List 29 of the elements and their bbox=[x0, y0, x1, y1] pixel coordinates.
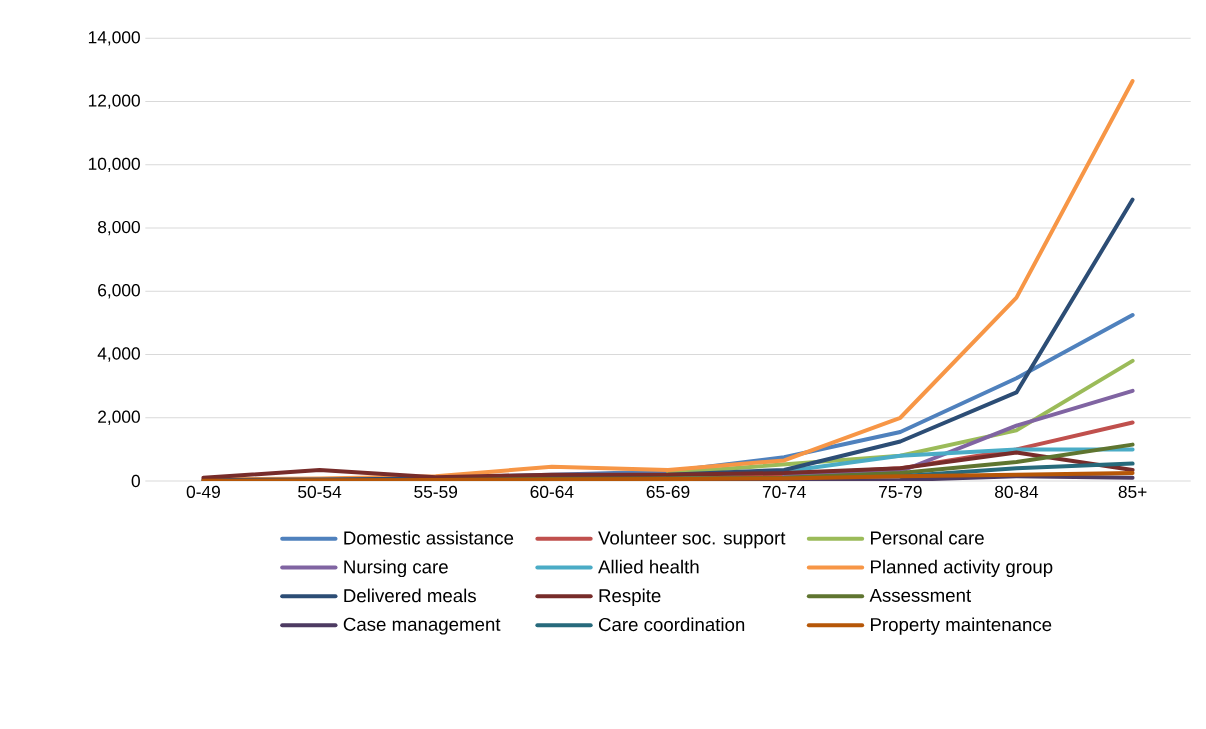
x-tick-label: 70-74 bbox=[762, 485, 806, 498]
legend-label: Care coordination bbox=[598, 617, 745, 632]
legend-label: Case management bbox=[343, 617, 501, 635]
legend-label: Allied health bbox=[598, 559, 699, 574]
y-tick-label: 8,000 bbox=[98, 220, 140, 236]
legend-label: Respite bbox=[599, 588, 661, 606]
x-tick-label: 75-79 bbox=[879, 485, 922, 498]
x-tick-label: 65-69 bbox=[646, 485, 690, 498]
legend-label: Assessment bbox=[869, 588, 972, 602]
legend-label: Planned activity group bbox=[871, 559, 1053, 578]
y-tick-label: 6,000 bbox=[98, 284, 140, 299]
y-tick-label: 2,000 bbox=[98, 410, 140, 425]
y-tick-label: 12,000 bbox=[88, 94, 140, 109]
y-tick-label: 4,000 bbox=[97, 347, 140, 362]
legend-label: Domestic assistance bbox=[344, 530, 514, 545]
legend-label: Nursing care bbox=[344, 559, 448, 578]
x-tick-label: 50-54 bbox=[298, 485, 342, 498]
legend-label: Property maintenance bbox=[871, 617, 1052, 635]
x-tick-label: 85+ bbox=[1118, 485, 1147, 498]
y-tick-label: 0 bbox=[131, 474, 140, 488]
legend-label: Volunteer soc. support bbox=[598, 530, 786, 549]
y-tick-label: 10,000 bbox=[88, 157, 140, 172]
y-tick-label: 14,000 bbox=[88, 31, 140, 46]
x-tick-label: 0-49 bbox=[186, 485, 220, 498]
legend-label: Delivered meals bbox=[344, 588, 476, 603]
x-tick-label: 60-64 bbox=[530, 485, 574, 498]
x-tick-label: 80-84 bbox=[995, 485, 1039, 498]
legend-label: Personal care bbox=[871, 530, 984, 545]
x-tick-label: 55-59 bbox=[414, 485, 458, 498]
